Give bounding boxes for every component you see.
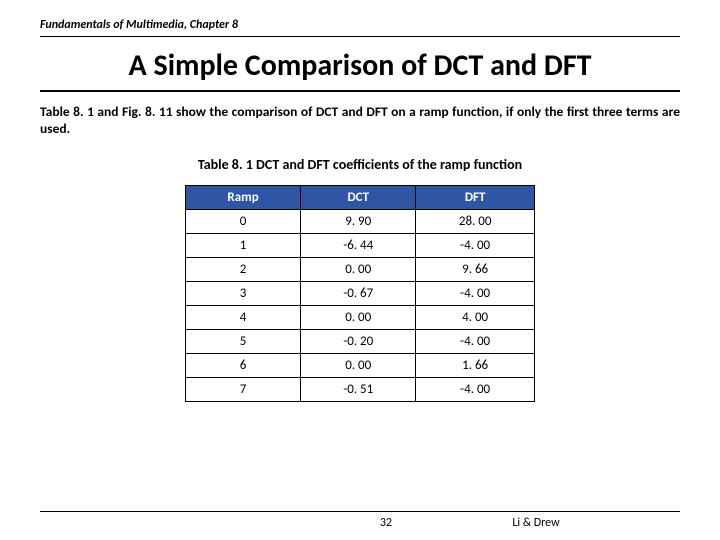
cell-ramp: 2 [186, 257, 301, 281]
cell-dct: 0. 00 [301, 353, 416, 377]
cell-ramp: 1 [186, 233, 301, 257]
cell-ramp: 7 [186, 377, 301, 401]
cell-ramp: 4 [186, 305, 301, 329]
cell-ramp: 0 [186, 209, 301, 233]
cell-dft: -4. 00 [416, 377, 535, 401]
cell-dct: -0. 20 [301, 329, 416, 353]
col-ramp: Ramp [186, 185, 301, 209]
table-header-row: Ramp DCT DFT [186, 185, 535, 209]
chapter-header: Fundamentals of Multimedia, Chapter 8 [40, 18, 680, 34]
col-dct: DCT [301, 185, 416, 209]
table-row: 7 -0. 51 -4. 00 [186, 377, 535, 401]
cell-dft: -4. 00 [416, 329, 535, 353]
table-row: 5 -0. 20 -4. 00 [186, 329, 535, 353]
table-row: 3 -0. 67 -4. 00 [186, 281, 535, 305]
table-row: 0 9. 90 28. 00 [186, 209, 535, 233]
cell-dft: 28. 00 [416, 209, 535, 233]
top-rule [40, 36, 680, 37]
table-row: 1 -6. 44 -4. 00 [186, 233, 535, 257]
page-title: A Simple Comparison of DCT and DFT [40, 47, 680, 84]
authors: Li & Drew [392, 516, 680, 530]
cell-dct: -0. 67 [301, 281, 416, 305]
cell-dft: 9. 66 [416, 257, 535, 281]
table-row: 4 0. 00 4. 00 [186, 305, 535, 329]
cell-dct: -0. 51 [301, 377, 416, 401]
cell-dft: 4. 00 [416, 305, 535, 329]
cell-dct: 0. 00 [301, 305, 416, 329]
title-underline [40, 90, 680, 92]
cell-dct: 0. 00 [301, 257, 416, 281]
cell-ramp: 5 [186, 329, 301, 353]
page-number: 32 [40, 516, 392, 530]
cell-ramp: 6 [186, 353, 301, 377]
table-caption: Table 8. 1 DCT and DFT coefficients of t… [40, 156, 680, 173]
col-dft: DFT [416, 185, 535, 209]
intro-paragraph: Table 8. 1 and Fig. 8. 11 show the compa… [40, 104, 680, 138]
coefficients-table: Ramp DCT DFT 0 9. 90 28. 00 1 -6. 44 -4.… [185, 185, 535, 402]
cell-dft: -4. 00 [416, 281, 535, 305]
cell-dct: 9. 90 [301, 209, 416, 233]
cell-dft: 1. 66 [416, 353, 535, 377]
footer: 32 Li & Drew [40, 511, 680, 530]
table-row: 6 0. 00 1. 66 [186, 353, 535, 377]
cell-ramp: 3 [186, 281, 301, 305]
cell-dft: -4. 00 [416, 233, 535, 257]
cell-dct: -6. 44 [301, 233, 416, 257]
table-row: 2 0. 00 9. 66 [186, 257, 535, 281]
